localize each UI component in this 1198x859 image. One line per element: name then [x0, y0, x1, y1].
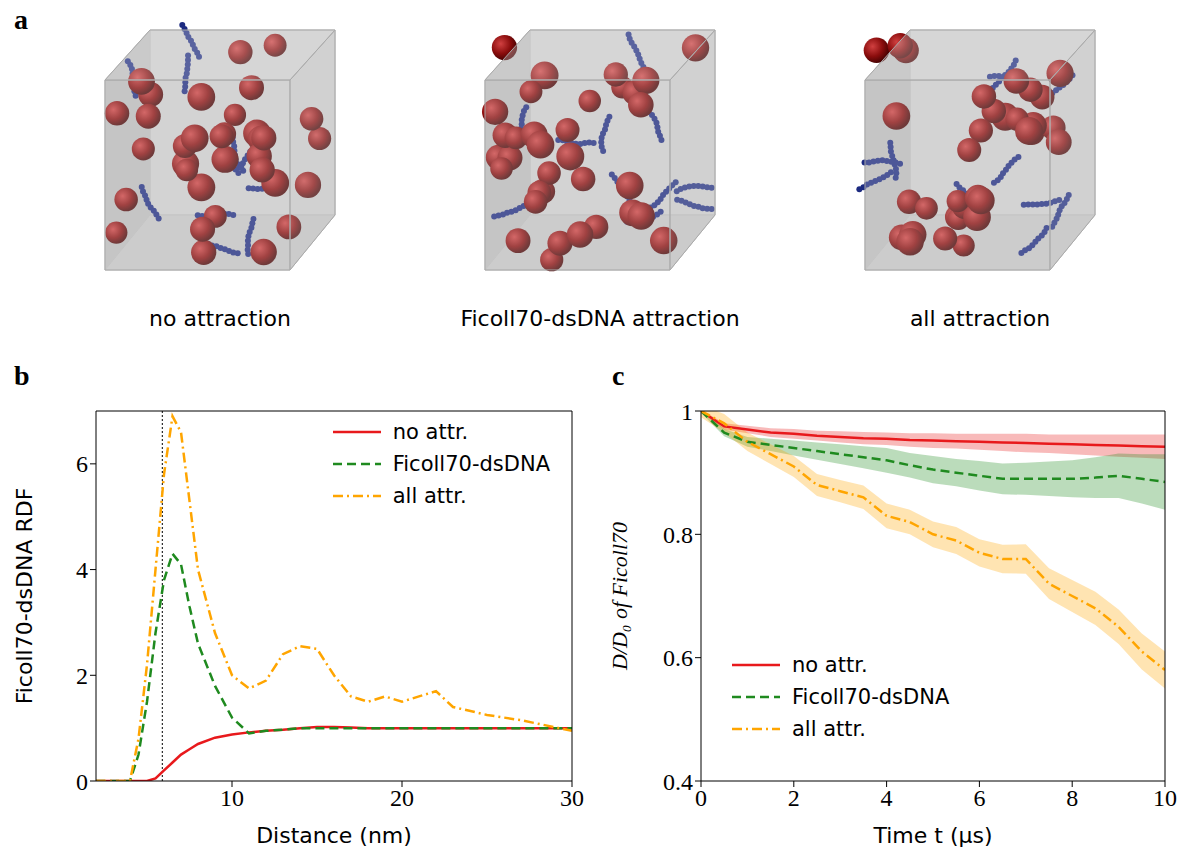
svg-text:0: 0	[76, 769, 88, 795]
svg-text:2: 2	[788, 785, 800, 811]
svg-text:0: 0	[695, 785, 707, 811]
svg-text:0.4: 0.4	[663, 769, 693, 795]
svg-text:2: 2	[76, 663, 88, 689]
svg-text:Ficoll70-dsDNA RDF: Ficoll70-dsDNA RDF	[12, 488, 37, 705]
svg-text:Distance (nm): Distance (nm)	[256, 823, 412, 848]
svg-text:10: 10	[220, 785, 244, 811]
html-text:no attr.: no attr.	[792, 653, 868, 677]
html-text:a: a	[14, 4, 28, 35]
html-text:c: c	[612, 360, 625, 391]
svg-text:4: 4	[76, 557, 88, 583]
html-text:all attr.: all attr.	[792, 717, 866, 741]
html-text:Ficoll70-dsDNA attraction: Ficoll70-dsDNA attraction	[460, 306, 740, 331]
html-text:no attraction: no attraction	[149, 306, 291, 331]
svg-text:8: 8	[1066, 785, 1078, 811]
html-text:Ficoll70-dsDNA: Ficoll70-dsDNA	[392, 452, 550, 476]
html-text:b: b	[14, 360, 30, 391]
svg-text:Time t (μs): Time t (μs)	[872, 823, 992, 848]
svg-text:0.6: 0.6	[663, 645, 693, 671]
svg-text:4: 4	[881, 785, 893, 811]
svg-text:10: 10	[1153, 785, 1177, 811]
svg-text:1: 1	[681, 399, 693, 425]
svg-text:30: 30	[560, 785, 584, 811]
html-text:Ficoll70-dsDNA: Ficoll70-dsDNA	[792, 685, 950, 709]
svg-text:20: 20	[390, 785, 414, 811]
svg-text:6: 6	[973, 785, 985, 811]
svg-text:D/D₀ of Ficoll70: D/D₀ of Ficoll70	[607, 522, 632, 671]
html-text:no attr.: no attr.	[392, 420, 469, 444]
html-text:all attr.: all attr.	[392, 484, 467, 508]
svg-text:0.8: 0.8	[663, 522, 693, 548]
svg-text:6: 6	[76, 451, 88, 477]
html-text:all attraction: all attraction	[909, 306, 1051, 331]
